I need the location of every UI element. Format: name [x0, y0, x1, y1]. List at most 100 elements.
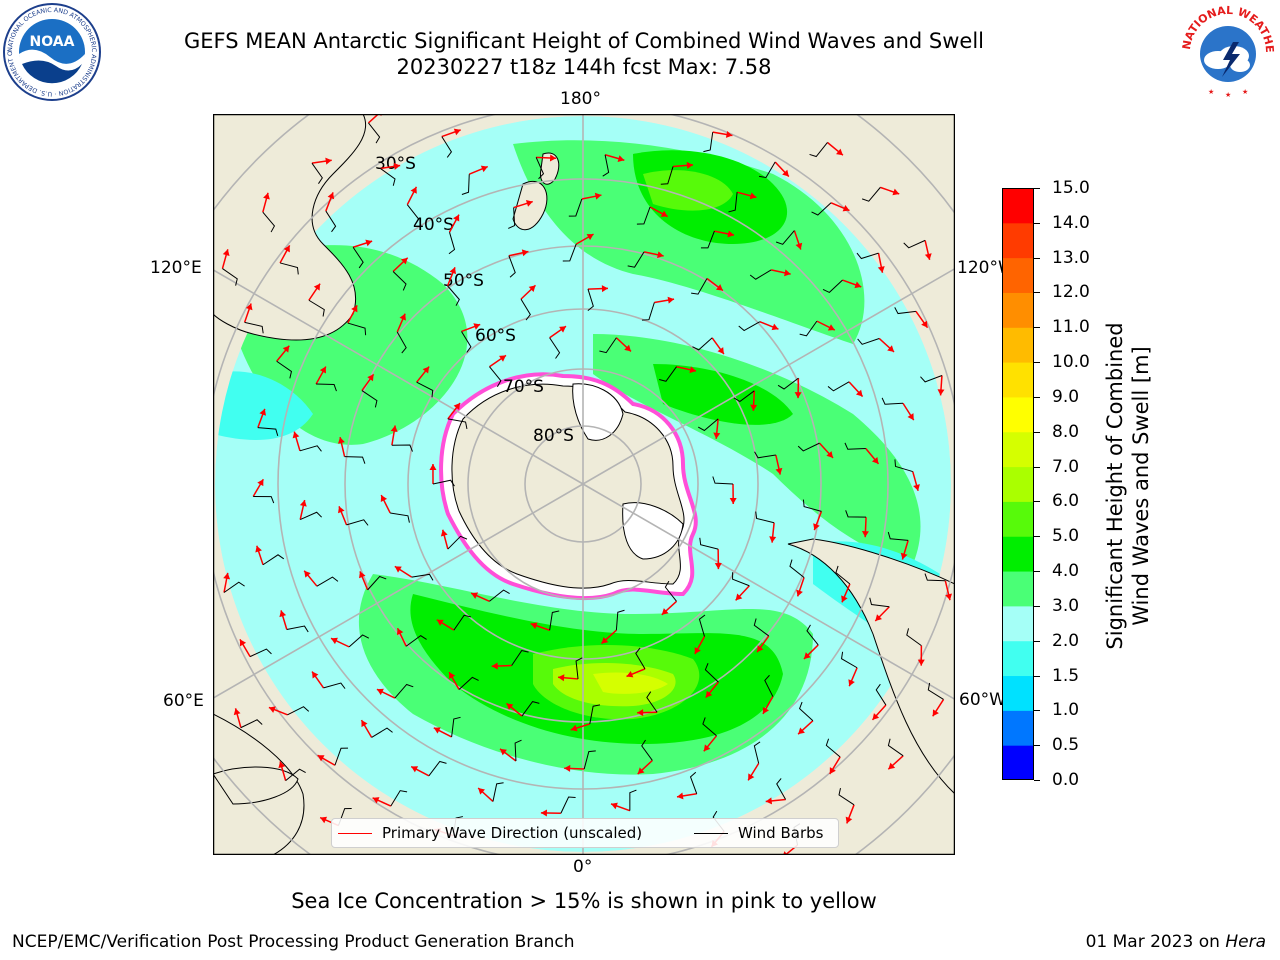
wave-direction-arrowhead: [855, 389, 863, 397]
wind-barb: [753, 618, 770, 637]
wind-barb: [390, 512, 410, 523]
wave-direction-arrowhead: [367, 374, 374, 382]
wind-barb: [835, 565, 851, 585]
wind-barb: [646, 691, 658, 713]
map-legend: Primary Wave Direction (unscaled) Wind B…: [331, 818, 839, 848]
wave-direction-arrowhead: [945, 593, 952, 601]
colorbar-tick-label: 6.0: [1052, 491, 1080, 512]
wave-direction-arrowhead: [400, 257, 408, 265]
wave-direction-arrowhead: [268, 706, 276, 713]
wave-direction-arrowhead: [411, 766, 419, 773]
wave-direction-arrowhead: [279, 610, 287, 618]
wave-direction-arrowhead: [338, 506, 345, 514]
colorbar-tick-label: 2.0: [1052, 630, 1080, 651]
wave-direction-arrowhead: [626, 670, 634, 678]
wind-barb: [764, 674, 774, 697]
wave-direction-arrowhead: [304, 570, 311, 578]
wind-barb: [461, 174, 470, 195]
wave-direction-arrowhead: [713, 432, 721, 439]
wave-direction-arrowhead: [449, 267, 457, 275]
wind-barb: [347, 322, 367, 336]
wave-direction-arrowhead: [399, 313, 406, 321]
wave-direction-arrowhead: [320, 816, 328, 824]
wave-direction-arrowhead: [735, 593, 743, 601]
wave-direction-arrowhead: [794, 392, 802, 399]
wind-barb: [799, 320, 818, 337]
wind-barb: [244, 321, 264, 334]
wave-direction-arrowhead: [549, 154, 557, 162]
sea-ice-note: Sea Ice Concentration > 15% is shown in …: [291, 889, 877, 913]
wave-direction-arrowhead: [842, 204, 850, 212]
wave-direction-arrowhead: [331, 637, 338, 645]
colorbar-tick-mark: [1034, 640, 1040, 642]
wind-barb: [875, 683, 887, 706]
wave-direction-arrowhead: [473, 323, 481, 330]
chart-title: GEFS MEAN Antarctic Significant Height o…: [183, 29, 985, 53]
wind-barb: [352, 246, 364, 269]
wave-direction-arrowhead: [749, 192, 757, 200]
wind-barb: [447, 285, 460, 306]
graticule: [213, 114, 955, 855]
wave-direction-arrowhead: [875, 614, 882, 622]
wave-direction-arrowhead: [365, 239, 373, 247]
wave-direction-arrowhead: [594, 192, 602, 200]
wave-direction-arrowhead: [376, 688, 384, 696]
colorbar-segment: [1002, 745, 1034, 781]
wave-direction-arrowhead: [907, 413, 914, 421]
wind-barb: [702, 717, 717, 737]
wind-barb: [253, 495, 275, 504]
wind-barb: [856, 252, 879, 260]
wave-direction-arrowhead: [394, 566, 402, 573]
wave-direction-arrowhead: [888, 762, 896, 770]
wind-barb: [568, 198, 583, 217]
wave-direction-arrowhead: [826, 451, 834, 458]
wave-direction-arrowhead: [453, 214, 460, 222]
wave-direction-arrowhead: [259, 408, 266, 416]
wave-direction-arrowhead: [661, 608, 669, 615]
wind-barb: [749, 269, 772, 280]
colorbar-segment: [1002, 675, 1034, 711]
wind-barb: [371, 727, 393, 738]
wave-direction-arrowhead: [887, 345, 895, 352]
wind-barb: [827, 381, 850, 392]
wave-direction-arrowhead: [813, 523, 820, 531]
wave-direction-arrowhead: [564, 764, 571, 772]
svg-text:★: ★: [1208, 88, 1214, 96]
wave-direction-arrowhead: [361, 720, 368, 728]
wave-direction-arrowhead: [559, 326, 566, 333]
colorbar-tick-label: 10.0: [1052, 352, 1090, 373]
wind-barb: [583, 750, 596, 770]
wind-barb: [587, 288, 594, 312]
colorbar-label-line1: Significant Height of Combined: [1103, 322, 1127, 650]
wave-direction-arrowhead: [317, 755, 325, 762]
colorbar-tick-label: 5.0: [1052, 526, 1080, 547]
wind-barb: [755, 511, 775, 524]
wind-barb: [300, 511, 322, 520]
wave-direction-arrowhead: [500, 748, 507, 756]
wind-barb: [844, 442, 866, 450]
wind-barb: [316, 383, 337, 392]
colorbar-tick-mark: [1034, 536, 1040, 538]
wave-direction-arrowhead: [775, 467, 783, 475]
wind-barb: [699, 537, 719, 550]
wind-barb: [906, 628, 922, 647]
wind-barb: [453, 614, 472, 631]
wind-barb: [549, 610, 560, 631]
wave-direction-arrowhead: [660, 210, 668, 217]
lat-label-80s: 80°S: [533, 426, 574, 446]
wind-barb: [635, 647, 646, 670]
land-madagascar: [213, 766, 299, 805]
wave-direction-arrowhead: [436, 619, 444, 626]
wave-direction-arrowhead: [380, 495, 388, 502]
wave-direction-arrowhead: [263, 192, 270, 200]
wind-barb: [861, 187, 881, 202]
colorbar-tick-label: 11.0: [1052, 317, 1090, 338]
colorbar-tick-mark: [1034, 431, 1040, 433]
colorbar-tick-label: 12.0: [1052, 282, 1090, 303]
wave-direction-arrowhead: [877, 266, 885, 273]
wave-direction-arrowhead: [871, 457, 879, 464]
wave-direction-arrowhead: [845, 816, 853, 824]
wind-barb: [562, 243, 577, 262]
wind-barb: [451, 716, 461, 737]
colorbar-tick-label: 9.0: [1052, 386, 1080, 407]
